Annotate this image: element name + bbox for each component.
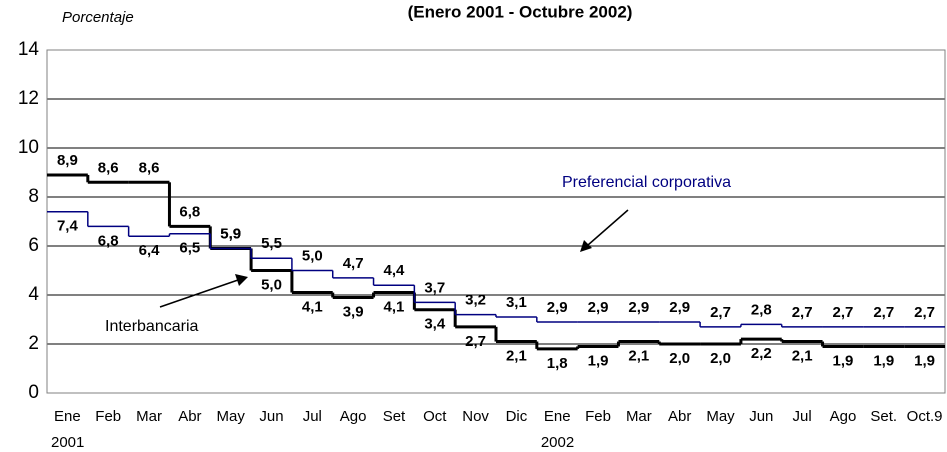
x-tick-label: Jun: [259, 408, 283, 425]
data-label: 2,7: [792, 304, 813, 321]
y-axis-title: Porcentaje: [62, 9, 134, 26]
x-tick-label: May: [217, 408, 246, 425]
data-label: 5,5: [261, 235, 282, 252]
data-label: 5,0: [302, 247, 323, 264]
data-label: 2,7: [873, 304, 894, 321]
data-label: 6,8: [179, 203, 200, 220]
data-label: 2,7: [833, 304, 854, 321]
annotation-arrow: [587, 209, 629, 246]
data-label: 7,4: [57, 218, 79, 235]
x-tick-label: Ago: [340, 408, 367, 425]
data-label: 8,9: [57, 152, 78, 169]
data-label: 2,7: [710, 304, 731, 321]
data-label: 1,9: [833, 352, 854, 369]
data-label: 1,9: [588, 352, 609, 369]
data-label: 5,9: [220, 225, 241, 242]
data-label: 5,0: [261, 276, 282, 293]
x-tick-label: Feb: [585, 408, 611, 425]
x-tick-label: Jul: [793, 408, 812, 425]
data-label: 2,2: [751, 345, 772, 362]
x-tick-label: Abr: [668, 408, 691, 425]
data-label: 2,9: [547, 299, 568, 316]
y-tick-label: 2: [28, 333, 39, 354]
data-label: 3,7: [424, 279, 445, 296]
x-tick-label: Set.: [870, 408, 897, 425]
data-label: 1,8: [547, 355, 568, 372]
x-tick-label: Jun: [749, 408, 773, 425]
data-label: 2,9: [669, 299, 690, 316]
data-label: 2,0: [710, 350, 731, 367]
series-annotation: Preferencial corporativa: [562, 174, 731, 191]
y-tick-label: 14: [18, 39, 40, 60]
series-annotation: Interbancaria: [105, 318, 198, 335]
y-tick-label: 6: [28, 235, 39, 256]
x-tick-label: Ago: [830, 408, 857, 425]
y-tick-label: 8: [28, 186, 39, 207]
x-tick-label: Mar: [136, 408, 162, 425]
annotation-arrowhead: [235, 274, 248, 286]
data-label: 2,7: [914, 304, 935, 321]
data-label: 4,4: [384, 262, 406, 279]
x-tick-label: Ene: [54, 408, 81, 425]
data-label: 8,6: [139, 159, 160, 176]
data-label: 2,9: [588, 299, 609, 316]
data-label: 3,4: [424, 316, 446, 333]
y-tick-label: 10: [18, 137, 39, 158]
plot-frame: [46, 49, 946, 394]
y-tick-label: 0: [28, 382, 39, 403]
chart-title: (Enero 2001 - Octubre 2002): [408, 2, 633, 21]
data-label: 2,1: [506, 348, 527, 365]
data-label: 2,9: [628, 299, 649, 316]
data-label: 1,9: [914, 352, 935, 369]
x-tick-label: Oct.9: [907, 408, 943, 425]
x-tick-label: May: [706, 408, 735, 425]
y-tick-label: 12: [18, 88, 39, 109]
data-label: 2,8: [751, 301, 772, 318]
year-label: 2002: [541, 434, 574, 451]
x-tick-label: Oct: [423, 408, 447, 425]
data-label: 3,9: [343, 303, 364, 320]
data-label: 1,9: [873, 352, 894, 369]
data-label: 2,7: [465, 333, 486, 350]
annotation-arrow: [159, 279, 239, 308]
x-tick-label: Mar: [626, 408, 652, 425]
year-label: 2001: [51, 434, 84, 451]
data-label: 6,8: [98, 232, 119, 249]
data-label: 2,1: [792, 348, 813, 365]
data-label: 4,1: [384, 299, 405, 316]
data-label: 3,1: [506, 294, 527, 311]
data-label: 6,5: [179, 240, 200, 257]
x-tick-label: Ene: [544, 408, 571, 425]
data-label: 5,9: [220, 225, 241, 242]
x-tick-label: Nov: [462, 408, 489, 425]
data-label: 8,6: [98, 159, 119, 176]
data-label: 4,1: [302, 299, 323, 316]
data-label: 2,1: [628, 348, 649, 365]
data-label: 6,4: [139, 242, 161, 259]
x-tick-label: Abr: [178, 408, 201, 425]
x-tick-label: Set: [383, 408, 406, 425]
data-label: 4,7: [343, 255, 364, 272]
x-tick-label: Dic: [506, 408, 528, 425]
x-tick-label: Jul: [303, 408, 322, 425]
data-label: 3,2: [465, 292, 486, 309]
data-label: 2,0: [669, 350, 690, 367]
x-tick-label: Feb: [95, 408, 121, 425]
y-tick-label: 4: [28, 284, 39, 305]
